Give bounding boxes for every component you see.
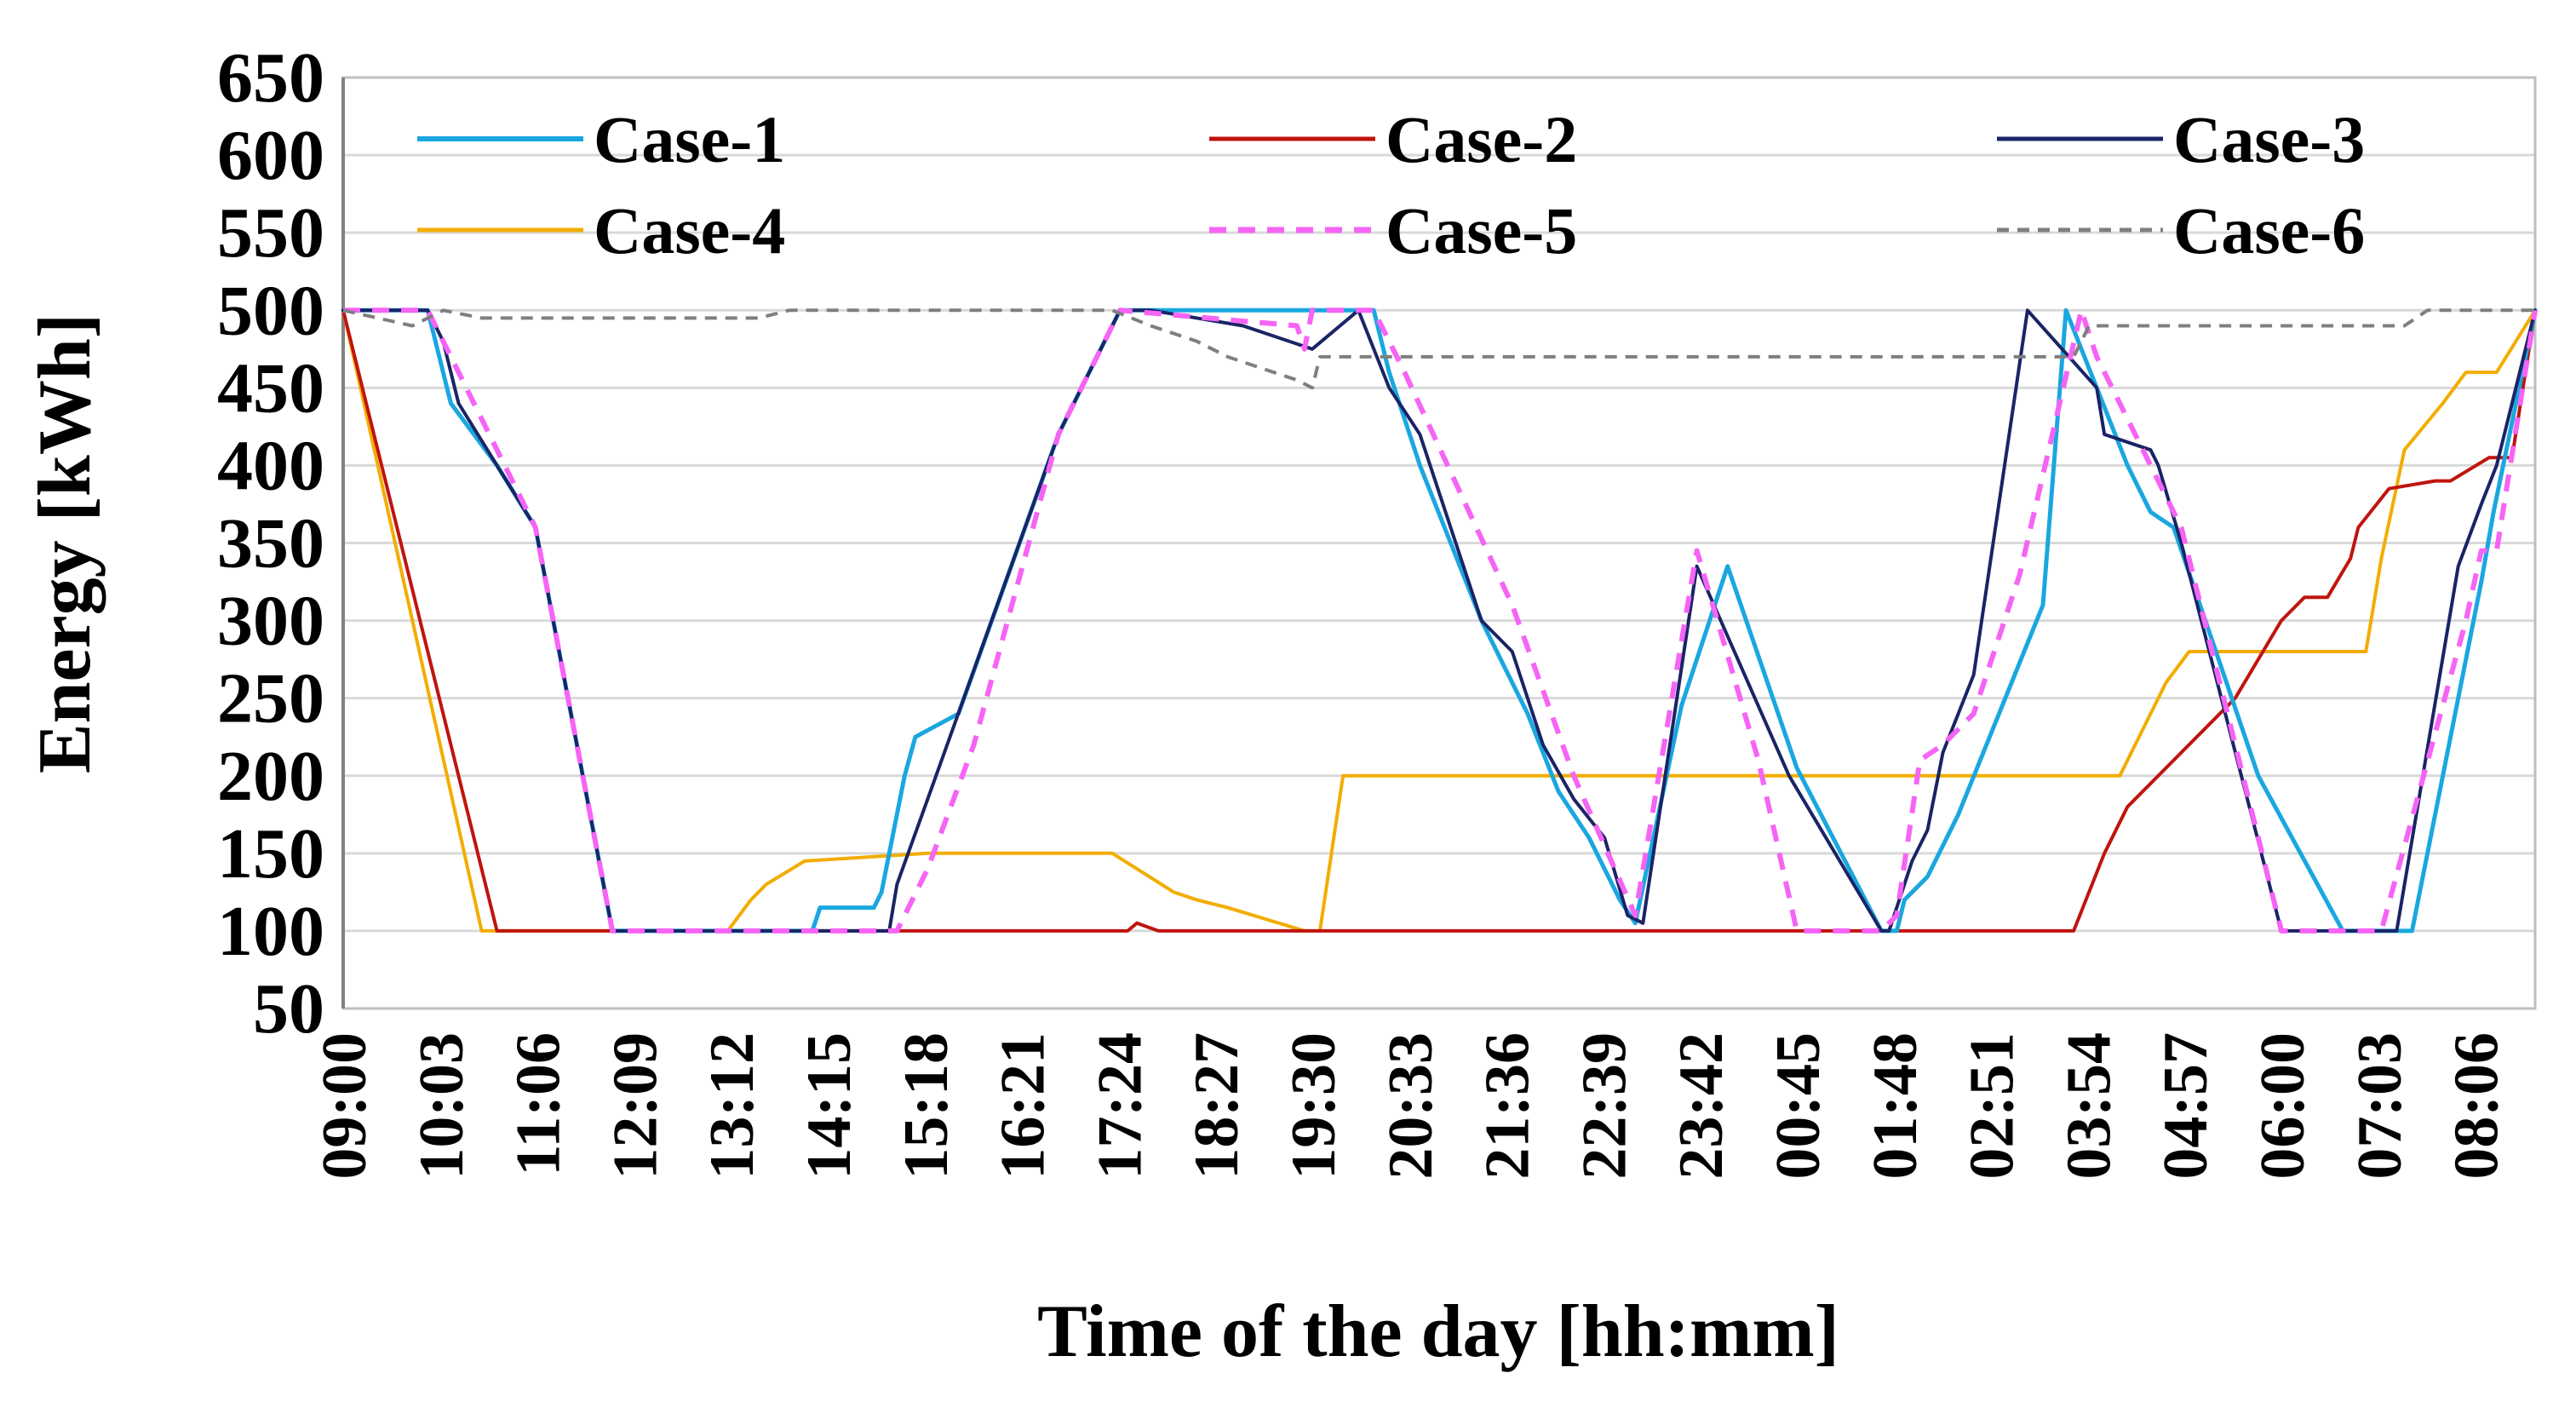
x-tick-label-13: 22:39 xyxy=(1569,1032,1639,1180)
series-line-case-5 xyxy=(343,307,2538,934)
legend-label-case-2: Case-2 xyxy=(1386,102,1577,176)
x-tick-label-19: 04:57 xyxy=(2151,1032,2221,1180)
x-axis-title: Time of the day [hh:mm] xyxy=(1037,1290,1839,1373)
x-tick-label-12: 21:36 xyxy=(1473,1032,1543,1180)
x-tick-label-14: 23:42 xyxy=(1667,1032,1736,1180)
legend: Case-1 Case-2 Case-3 Case-4 Case-5 Case-6 xyxy=(417,102,2365,267)
x-tick-label-4: 13:12 xyxy=(697,1032,767,1180)
y-tick-label-50: 50 xyxy=(253,969,324,1049)
y-tick-label-450: 450 xyxy=(217,348,324,428)
x-tick-label-1: 10:03 xyxy=(407,1032,477,1180)
series-line-case-6 xyxy=(342,308,2535,390)
y-tick-label-200: 200 xyxy=(217,737,324,816)
legend-label-case-3: Case-3 xyxy=(2173,102,2365,176)
x-tick-label-15: 00:45 xyxy=(1764,1032,1833,1180)
x-tick-label-8: 17:24 xyxy=(1085,1032,1155,1180)
y-tick-label-100: 100 xyxy=(217,892,324,971)
series-line-case-3 xyxy=(341,308,2537,933)
x-tick-label-11: 20:33 xyxy=(1376,1032,1446,1180)
x-tick-label-21: 07:03 xyxy=(2345,1032,2415,1180)
y-tick-label-400: 400 xyxy=(217,426,324,505)
x-tick-label-2: 11:06 xyxy=(504,1032,574,1176)
y-tick-label-650: 650 xyxy=(217,38,324,118)
x-tick-label-17: 02:51 xyxy=(1958,1032,2028,1180)
y-axis-title: Energy [kWh] xyxy=(24,313,106,773)
series-layer xyxy=(341,307,2538,934)
x-tick-label-6: 15:18 xyxy=(892,1032,961,1180)
x-tick-label-9: 18:27 xyxy=(1182,1032,1252,1180)
x-tick-label-18: 03:54 xyxy=(2054,1032,2124,1180)
y-tick-label-350: 350 xyxy=(217,504,324,583)
x-tick-label-16: 01:48 xyxy=(1861,1032,1931,1180)
legend-label-case-6: Case-6 xyxy=(2173,193,2365,267)
legend-label-case-4: Case-4 xyxy=(594,193,785,267)
legend-label-case-1: Case-1 xyxy=(594,102,785,176)
x-tick-label-20: 06:00 xyxy=(2248,1032,2318,1180)
y-tick-label-150: 150 xyxy=(217,814,324,893)
y-tick-label-550: 550 xyxy=(217,193,324,273)
y-tick-label-500: 500 xyxy=(217,271,324,350)
x-tick-label-22: 08:06 xyxy=(2442,1032,2512,1180)
legend-label-case-5: Case-5 xyxy=(1386,193,1577,267)
x-tick-label-5: 14:15 xyxy=(795,1032,864,1180)
y-tick-label-300: 300 xyxy=(217,582,324,661)
y-tick-label-600: 600 xyxy=(217,116,324,195)
x-tick-label-0: 09:00 xyxy=(310,1032,380,1180)
series-line-case-2 xyxy=(341,308,2537,933)
x-axis-ticks: 09:00 10:03 11:06 12:09 13:12 14:15 15:18 16:21… xyxy=(310,1032,2512,1180)
x-tick-label-7: 16:21 xyxy=(989,1032,1059,1180)
y-tick-label-250: 250 xyxy=(217,659,324,738)
x-tick-label-3: 12:09 xyxy=(600,1032,670,1180)
x-tick-label-10: 19:30 xyxy=(1279,1032,1349,1180)
series-line-case-1 xyxy=(341,307,2538,934)
